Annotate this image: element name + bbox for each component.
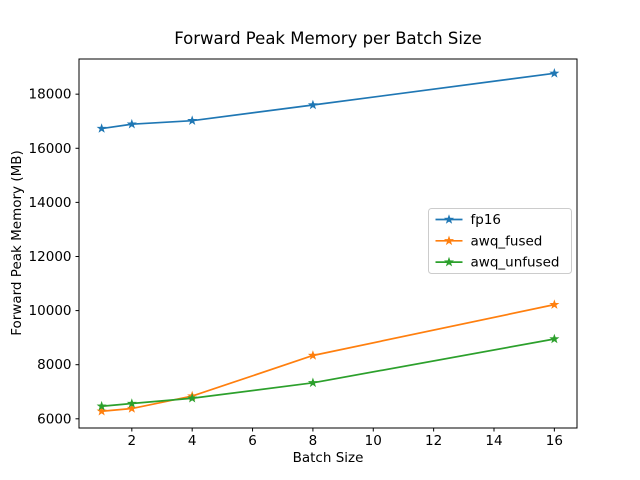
series-line	[100, 338, 556, 408]
series-awq_unfused	[96, 333, 560, 411]
legend-label: awq_fused	[471, 233, 543, 249]
series-line	[100, 72, 556, 130]
x-tick-label: 2	[128, 433, 137, 449]
data-point-marker	[549, 68, 560, 78]
y-tick-label: 12000	[29, 249, 72, 265]
data-point-marker	[96, 123, 107, 133]
x-tick-label: 12	[425, 433, 442, 449]
chart-title: Forward Peak Memory per Batch Size	[174, 29, 482, 48]
y-tick-label: 10000	[29, 303, 72, 319]
x-ticks: 2 4 6 8 10 12 14 16	[128, 428, 563, 449]
data-point-marker	[126, 118, 137, 129]
data-point-marker	[549, 333, 560, 344]
y-tick-label: 6000	[37, 411, 71, 427]
y-tick-label: 16000	[29, 141, 72, 157]
series-line	[100, 303, 556, 413]
data-point-marker	[187, 115, 198, 125]
legend-marker	[443, 214, 455, 224]
data-point-marker	[126, 403, 137, 413]
data-point-marker	[307, 377, 318, 388]
data-point-marker	[96, 400, 107, 411]
x-axis-label: Batch Size	[292, 450, 364, 466]
y-ticks: 6000 8000 10000 12000 14000 16000 18000	[29, 87, 79, 427]
x-tick-label: 16	[546, 433, 563, 449]
legend-label: fp16	[471, 212, 502, 228]
y-axis-label: Forward Peak Memory (MB)	[9, 150, 25, 336]
data-point-marker	[549, 299, 560, 309]
x-tick-label: 10	[365, 433, 382, 449]
series-awq_fused	[96, 299, 560, 416]
legend: fp16 awq_fused awq_unfused	[428, 208, 572, 274]
legend-marker	[443, 235, 455, 246]
legend-box	[428, 208, 572, 274]
data-point-marker	[126, 398, 137, 408]
x-tick-label: 8	[309, 433, 318, 449]
x-tick-label: 6	[248, 433, 257, 449]
x-tick-label: 14	[485, 433, 502, 449]
legend-entry-fp16: fp16	[435, 212, 502, 228]
x-tick-label: 4	[188, 433, 197, 449]
y-tick-label: 14000	[29, 195, 72, 211]
data-point-marker	[187, 392, 198, 403]
y-tick-label: 8000	[37, 357, 71, 373]
legend-label: awq_unfused	[471, 255, 560, 271]
data-point-marker	[307, 350, 318, 360]
y-tick-label: 18000	[29, 87, 72, 103]
legend-entry-awq_fused: awq_fused	[435, 233, 543, 249]
legend-entry-awq_unfused: awq_unfused	[435, 255, 560, 271]
legend-marker	[443, 256, 455, 267]
data-point-marker	[96, 405, 107, 416]
data-point-marker	[307, 99, 318, 110]
series-fp16	[96, 68, 560, 133]
axes-frame	[78, 58, 578, 429]
